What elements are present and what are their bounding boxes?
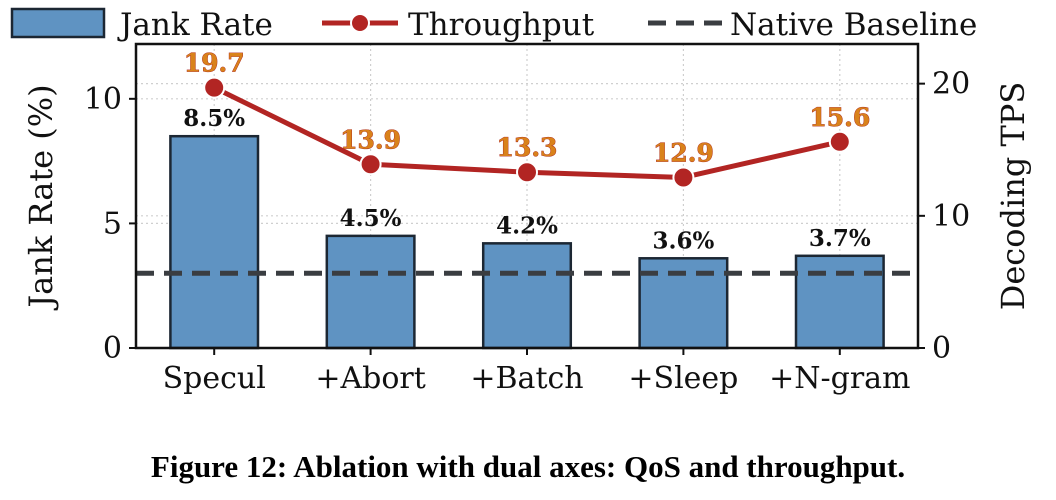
bar-value-label: 8.5% bbox=[183, 105, 245, 132]
line-layer bbox=[203, 76, 851, 189]
y-left-tick-label: 10 bbox=[84, 82, 122, 117]
throughput-value-label: 19.7 bbox=[184, 49, 245, 78]
x-tick-label: +N-gram bbox=[769, 361, 910, 396]
throughput-point bbox=[516, 161, 538, 184]
throughput-point bbox=[203, 76, 226, 99]
axis-layer: 0 5 10 0 10 20 Specul +Abort +Batch +Sleep +N-gram bbox=[84, 67, 970, 396]
x-tick-label: Specul bbox=[163, 361, 266, 396]
legend-label-native-baseline: Native Baseline bbox=[730, 7, 977, 43]
throughput-value-label: 12.9 bbox=[653, 138, 714, 167]
y-axis-left-title: Jank Rate (%) bbox=[22, 84, 60, 310]
y-left-tick-label: 5 bbox=[103, 206, 122, 241]
legend-marker-throughput bbox=[350, 13, 370, 33]
y-right-tick-label: 10 bbox=[932, 199, 970, 234]
legend-label-throughput: Throughput bbox=[408, 7, 595, 43]
x-tick-label: +Sleep bbox=[628, 361, 738, 396]
throughput-value-label: 13.9 bbox=[340, 125, 401, 154]
throughput-point bbox=[672, 166, 695, 189]
bar-value-label: 3.7% bbox=[809, 225, 871, 252]
x-tick-label: +Batch bbox=[470, 361, 583, 396]
throughput-point bbox=[359, 153, 382, 176]
label-layer: 8.5% 4.5% 4.2% 3.6% 3.7% 19.7 13.9 13.3 12.9 15.6 bbox=[183, 48, 871, 254]
legend: Jank Rate Throughput Native Baseline bbox=[10, 7, 977, 43]
x-tick-label: +Abort bbox=[315, 361, 425, 396]
bar-value-label: 4.5% bbox=[340, 205, 402, 232]
throughput-point bbox=[828, 130, 851, 153]
figure-caption: Figure 12: Ablation with dual axes: QoS … bbox=[151, 449, 905, 484]
throughput-value-label: 15.6 bbox=[809, 103, 870, 132]
bar-value-label: 4.2% bbox=[496, 212, 558, 239]
throughput-value-label: 13.3 bbox=[497, 133, 558, 162]
bar bbox=[794, 254, 885, 350]
bar bbox=[325, 234, 416, 350]
y-left-tick-label: 0 bbox=[103, 331, 122, 366]
bar bbox=[481, 242, 573, 350]
y-right-tick-label: 20 bbox=[932, 67, 970, 102]
bar-value-label: 3.6% bbox=[652, 227, 714, 254]
y-axis-right-title: Decoding TPS bbox=[994, 82, 1032, 311]
bar bbox=[169, 134, 260, 350]
legend-label-jank-rate: Jank Rate bbox=[117, 7, 273, 43]
legend-swatch-jank-rate bbox=[10, 7, 106, 39]
y-right-tick-label: 0 bbox=[932, 331, 951, 366]
